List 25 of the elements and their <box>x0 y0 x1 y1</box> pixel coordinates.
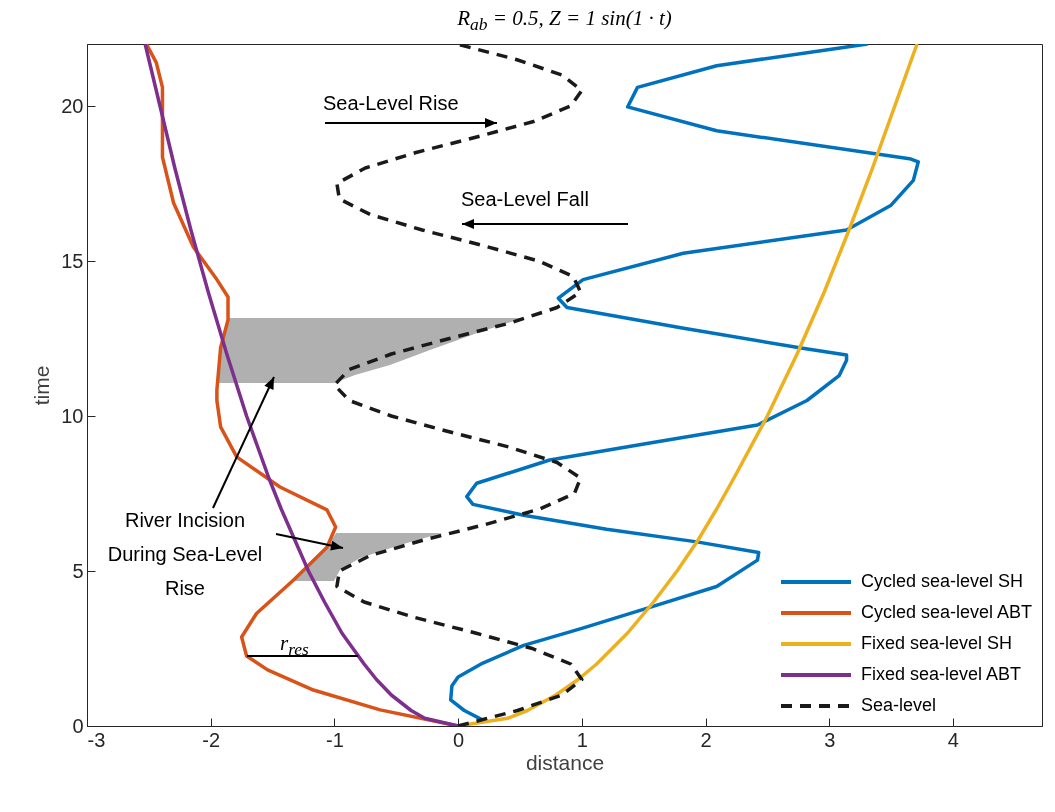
chart-title: R$_{ab}$ = 0.5, Z = 1 sin(1 · t) <box>456 6 673 36</box>
annotation: Sea-Level Fall <box>461 187 589 212</box>
annotation: Sea-Level Rise <box>323 91 459 116</box>
legend-label: Cycled sea-level ABT <box>861 602 1033 622</box>
x-tick-label: 4 <box>947 728 959 751</box>
y-tick-label: 10 <box>61 404 84 427</box>
y-axis-title: time <box>30 365 54 406</box>
annotation: River Incision During Sea-Level Rise <box>106 508 264 601</box>
x-tick-label: -1 <box>326 728 344 751</box>
x-tick-label: 2 <box>700 728 712 751</box>
y-tick-label: 0 <box>72 714 84 737</box>
x-tick-label: -2 <box>202 728 221 751</box>
y-tick-label: 15 <box>61 249 84 272</box>
legend-label: Fixed sea-level ABT <box>861 664 1022 684</box>
x-axis-title: distance <box>525 750 605 774</box>
legend-label: Cycled sea-level SH <box>861 571 1024 591</box>
y-tick-label: 5 <box>72 559 84 582</box>
x-tick-label: 0 <box>453 728 465 751</box>
y-tick-label: 20 <box>61 94 84 117</box>
annotation: r$_{res}$ <box>280 630 309 662</box>
legend-label: Sea-level <box>861 695 937 715</box>
x-tick-label: 3 <box>824 728 836 751</box>
x-tick-label: -3 <box>87 728 106 751</box>
legend-label: Fixed sea-level SH <box>861 633 1013 653</box>
x-tick-label: 1 <box>576 728 588 751</box>
